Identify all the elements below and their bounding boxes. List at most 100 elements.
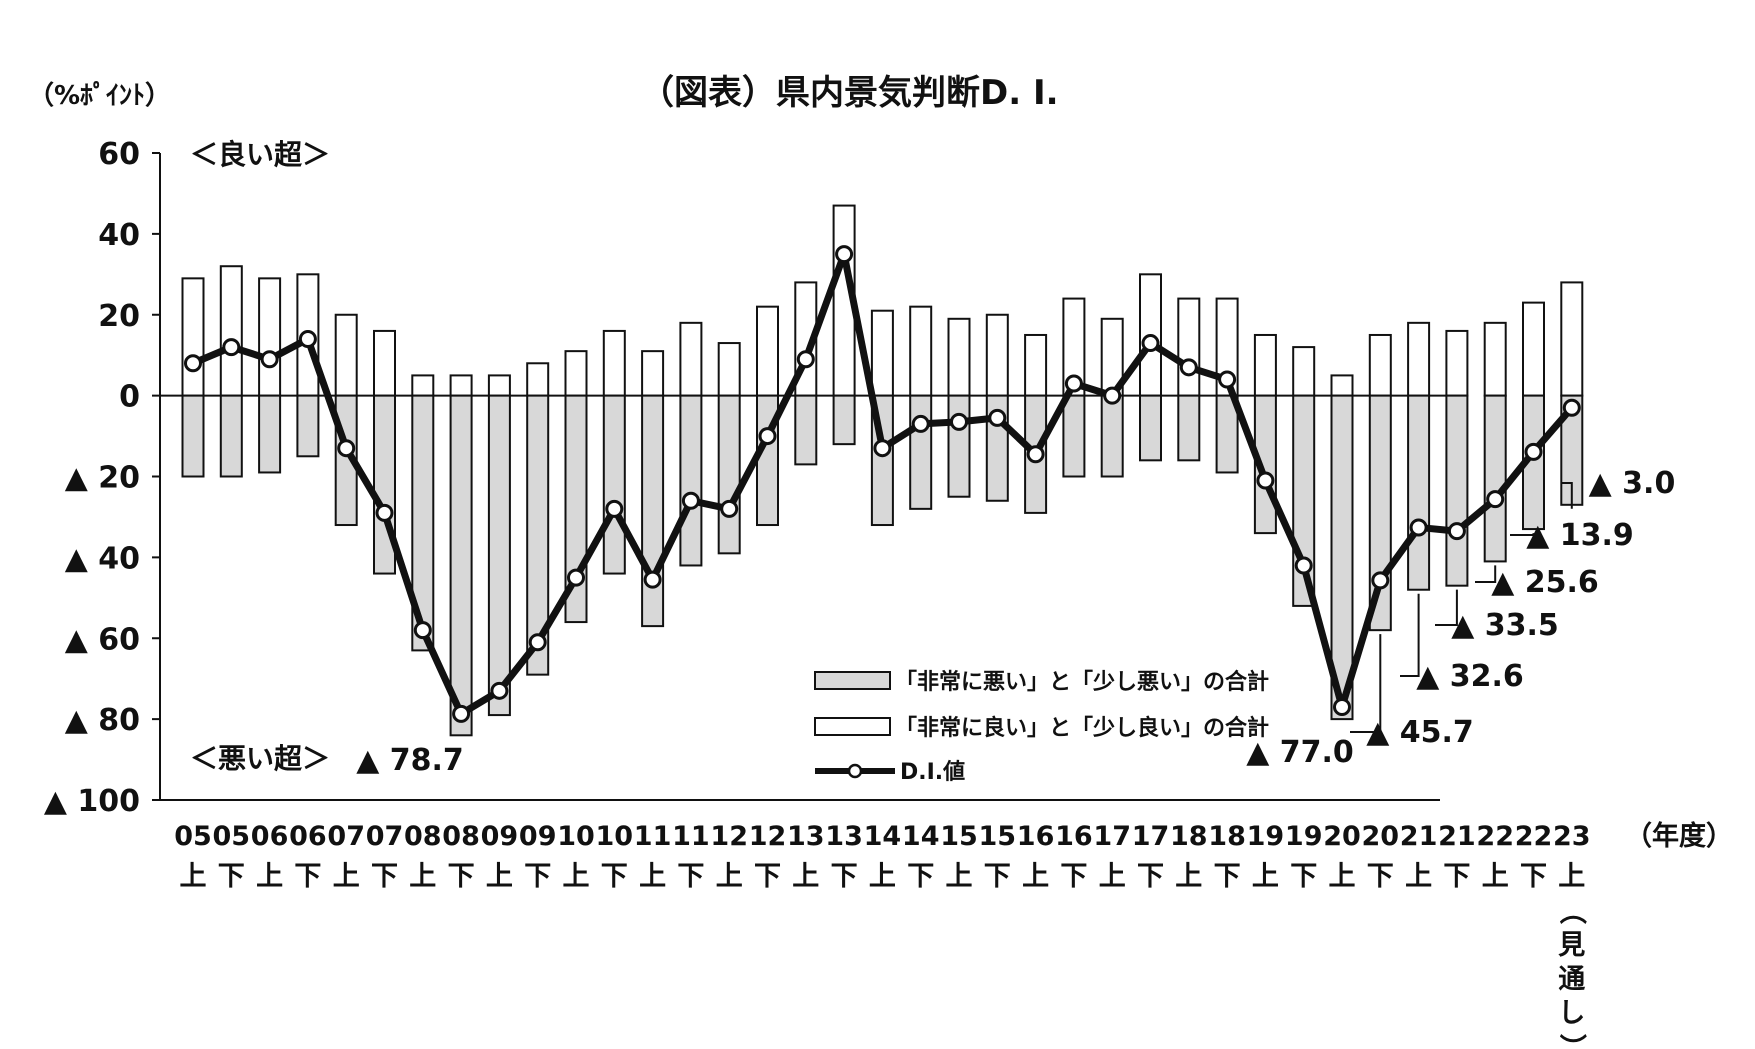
bar-bad [487,394,511,717]
x-tick-year: 20 [1362,821,1400,852]
bar-bad [947,394,971,498]
legend-swatch-di-point [847,763,863,779]
di-point [681,491,700,510]
x-tick-year: 13 [825,821,863,852]
bar-good [526,362,550,397]
annotation-label: ▲ 32.6 [1416,659,1524,694]
x-tick-half: 上 [1022,861,1049,892]
di-point [337,439,356,458]
x-tick-half: 上 [1405,861,1432,892]
di-point [452,704,471,723]
x-tick-half: 上 [180,861,207,892]
bar-bad [1407,394,1431,591]
x-tick-half: 下 [1137,861,1164,892]
di-point [643,570,662,589]
x-tick-year: 17 [1093,821,1131,852]
legend-swatch-bad [814,671,891,690]
x-tick-half: 上 [333,861,360,892]
bar-bad [641,394,665,628]
x-tick-half: 下 [294,861,321,892]
x-tick-half: 下 [1443,861,1470,892]
x-tick-half: 上 [639,861,666,892]
bar-good [1330,374,1354,397]
di-point [1409,518,1428,537]
bar-bad [449,394,473,737]
bar-good [334,313,358,397]
di-point [222,338,241,357]
bar-bad [717,394,741,555]
x-tick-year: 11 [634,821,672,852]
annotations-layer: ▲ 78.7 ▲ 77.0 ▲ 45.7 ▲ 32.6 ▲ 33.5 ▲ 25.6 ▲ 13… [356,466,1675,778]
bar-good [258,277,282,397]
x-tick-year: 23 [1553,821,1591,852]
y-tick-label: ▲ 100 [44,784,140,819]
annotation-leader [1475,565,1497,583]
di-point [1524,442,1543,461]
x-tick-year: 10 [596,821,634,852]
di-point [528,633,547,652]
x-tick-half: 上 [946,861,973,892]
di-point [605,499,624,518]
bar-good [1368,333,1392,397]
forecast-note-char: 通 [1558,964,1585,995]
di-point [873,439,892,458]
bar-bad [373,394,396,575]
di-point [911,414,930,433]
x-tick-half: 下 [1290,861,1317,892]
x-tick-year: 14 [902,821,940,852]
x-tick-half: 上 [1558,861,1585,892]
x-tick-year: 07 [366,821,404,852]
bar-good [909,305,933,397]
bar-good [985,313,1009,397]
di-point [1103,386,1122,405]
bar-good [373,329,396,397]
di-point [950,412,968,431]
x-tick-half: 下 [371,861,398,892]
bar-bad [1062,394,1086,478]
forecast-note-char: し [1558,998,1585,1029]
annotation-label: ▲ 77.0 [1246,735,1354,770]
y-tick-label: ▲ 80 [65,703,140,738]
bar-bad [219,394,243,478]
di-point [567,568,585,587]
legend-label-good: 「非常に良い」と「少し良い」の合計 [895,715,1269,741]
x-tick-half: 下 [218,861,245,892]
y-tick-label: 0 [119,380,140,415]
bar-good [756,305,779,397]
x-tick-half: 下 [754,861,781,892]
annotation-leader [1562,482,1573,509]
di-point [1179,358,1198,377]
bar-bad [1483,394,1507,563]
x-tick-year: 15 [979,821,1017,852]
bad-region-label: ＜悪い超＞ [190,742,330,775]
bar-good [602,329,626,397]
bar-bad [832,394,856,446]
bar-good [449,374,473,397]
x-tick-year: 12 [749,821,787,852]
x-tick-half: 上 [1099,861,1126,892]
annotation-label: ▲ 25.6 [1491,565,1599,600]
di-point [835,245,854,264]
x-tick-year: 16 [1055,821,1093,852]
x-tick-half: 上 [1252,861,1279,892]
di-point [1218,370,1237,389]
x-tick-half: 下 [907,861,934,892]
x-tick-half: 下 [677,861,704,892]
x-tick-year: 10 [557,821,595,852]
x-tick-year: 19 [1247,821,1285,852]
bar-good [1407,321,1431,397]
annotation-label: ▲ 13.9 [1526,518,1634,553]
bar-bad [909,394,933,510]
bar-good [487,374,511,397]
y-tick-label: ▲ 20 [65,461,140,496]
bar-good [1024,333,1048,397]
bar-good [1177,297,1201,397]
di-point [260,350,279,369]
y-tick-label: 40 [98,218,140,253]
bar-bad [296,394,320,458]
x-tick-half: 上 [792,861,819,892]
x-tick-half: 下 [1367,861,1394,892]
di-point [1256,471,1275,490]
bar-bad [602,394,626,575]
